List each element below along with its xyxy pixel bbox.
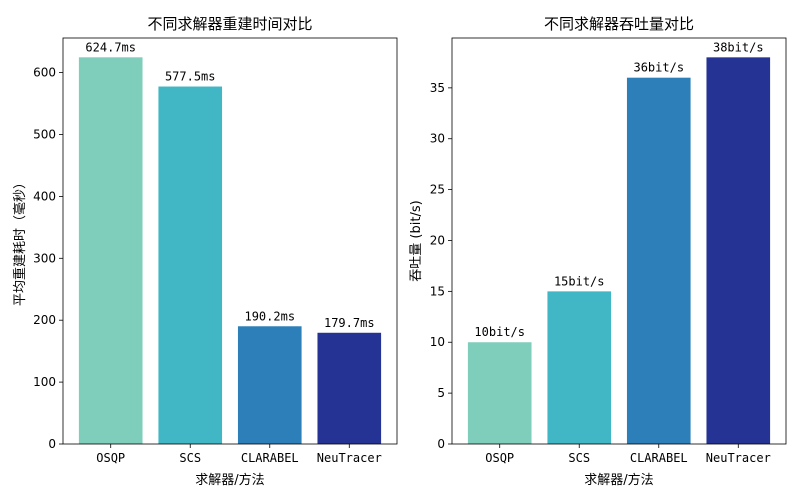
bar [317,332,382,444]
x-tick-label: OSQP [96,451,125,465]
data-label: 38bit/s [713,40,764,54]
data-label: 10bit/s [474,325,525,339]
chart-title: 不同求解器重建时间对比 [147,15,312,33]
data-label: 15bit/s [554,274,605,288]
y-tick-label: 25 [430,183,445,197]
data-label: 190.2ms [244,309,295,323]
bar [706,57,771,444]
y-tick-label: 10 [430,335,445,349]
bar [237,326,302,444]
x-tick-label: SCS [179,451,201,465]
y-tick-label: 500 [33,128,56,142]
x-tick-label: SCS [568,451,590,465]
x-tick-label: NeuTracer [317,451,382,465]
bar [467,342,532,444]
y-tick-label: 30 [430,132,445,146]
bar [547,291,612,444]
data-label: 624.7ms [85,40,136,54]
y-axis-label: 平均重建耗时（毫秒） [12,176,28,306]
bar [78,57,143,445]
chart-panel-1: 10bit/s OSQP 15bit/s SCS 36bit/s CLARABEL 38bi… [409,15,787,488]
y-tick-label: 35 [430,81,445,95]
chart-panel-0: 624.7ms OSQP 577.5ms SCS 190.2ms CLARABEL 179.… [12,15,398,488]
y-tick-label: 600 [33,66,56,80]
x-tick-label: OSQP [485,451,514,465]
y-axis-label: 吞吐量 (bit/s) [409,200,424,281]
bar [158,86,223,444]
y-tick-label: 300 [33,251,56,265]
x-tick-label: CLARABEL [630,451,688,465]
data-label: 179.7ms [324,316,375,330]
data-label: 577.5ms [165,70,216,84]
bar [626,77,691,445]
y-tick-label: 20 [430,233,445,247]
data-label: 36bit/s [633,61,684,75]
y-tick-label: 100 [33,375,56,389]
x-tick-label: CLARABEL [241,451,299,465]
axes-frame [62,37,398,445]
y-tick-label: 0 [48,437,56,451]
y-tick-label: 15 [430,284,445,298]
chart-title: 不同求解器吞吐量对比 [544,15,694,33]
y-tick-label: 5 [437,386,445,400]
axes-frame [451,37,787,445]
y-tick-label: 400 [33,189,56,203]
x-axis-label: 求解器/方法 [195,472,264,488]
y-tick-label: 0 [437,437,445,451]
x-axis-label: 求解器/方法 [584,472,653,488]
y-tick-label: 200 [33,313,56,327]
x-tick-label: NeuTracer [706,451,771,465]
